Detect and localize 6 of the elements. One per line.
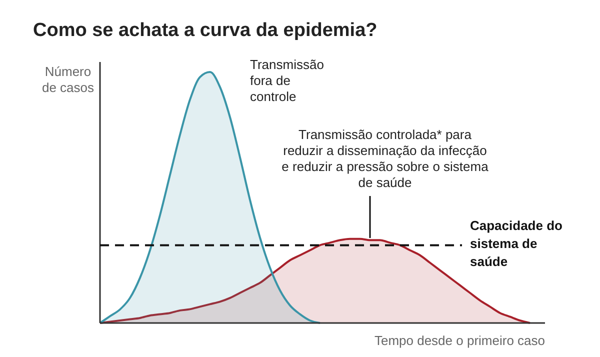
y-axis-title: Número de casos [42,64,95,95]
ref-line-label: Capacidade do sistema de saúde [470,218,563,270]
annotation: Transmissão fora de controle [250,57,324,104]
chart-title: Como se achata a curva da epidemia? [33,20,378,41]
annotation: Transmissão controlada* para reduzir a disseminação da infecção e reduzir a pressão sobre o sistema de saúde [282,127,490,190]
x-axis-title: Tempo desde o primeiro caso [374,333,545,348]
